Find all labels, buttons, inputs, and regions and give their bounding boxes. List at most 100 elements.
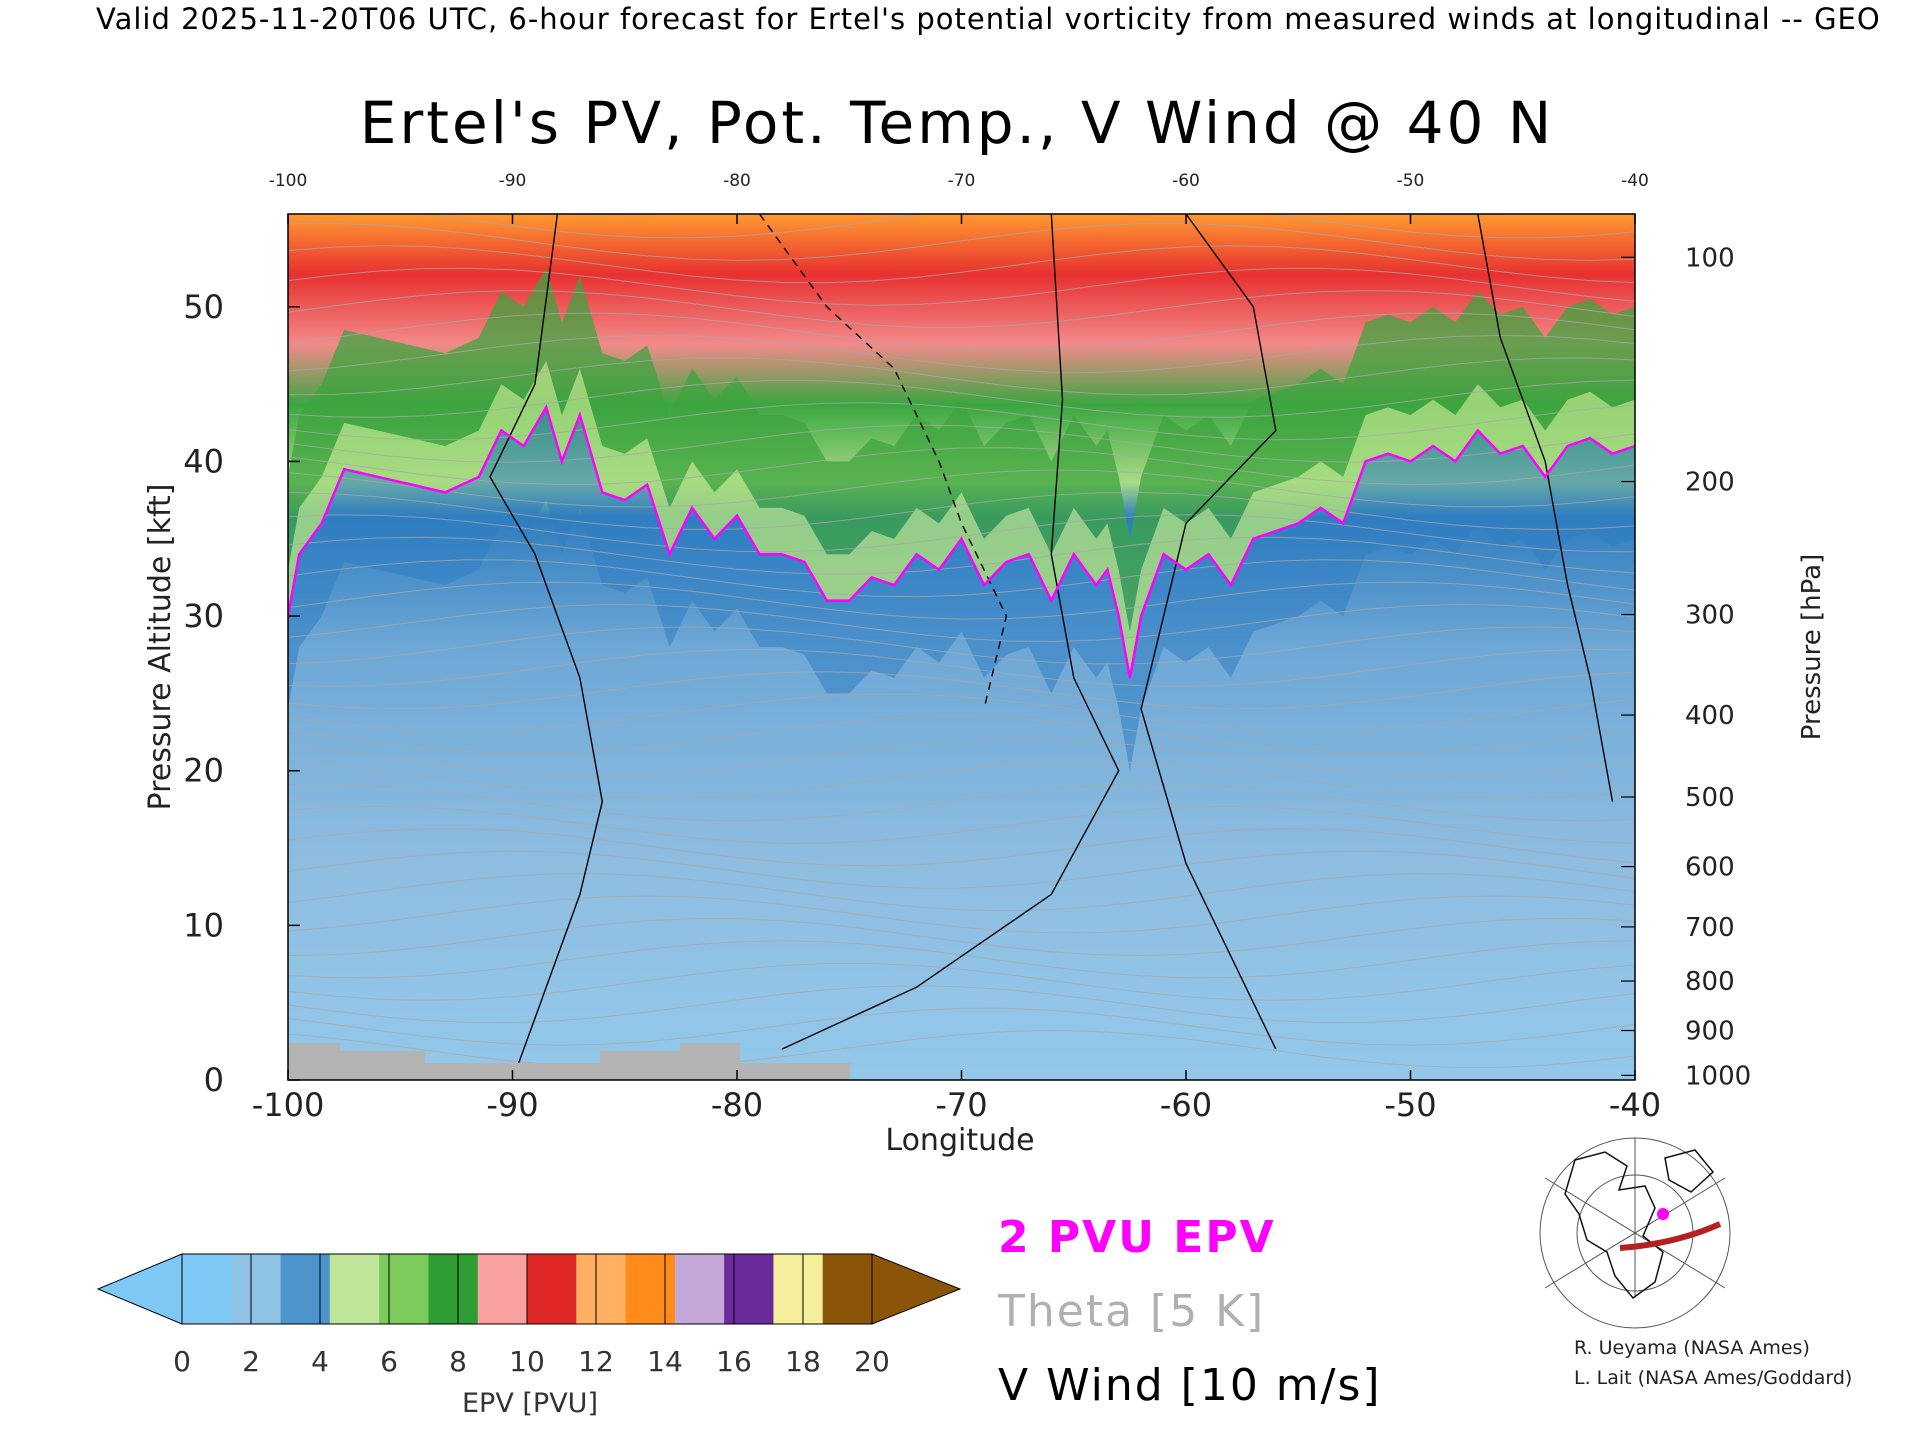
colorbar-swatch xyxy=(625,1254,676,1324)
theta-line xyxy=(288,469,1635,508)
x-top-tick-label: -50 xyxy=(1397,171,1425,191)
credit-line-1: R. Ueyama (NASA Ames) xyxy=(1574,1337,1810,1359)
pressure-tick-label: 900 xyxy=(1685,1017,1735,1047)
theta-line xyxy=(288,828,1635,867)
theta-line xyxy=(288,379,1635,418)
theta-line xyxy=(288,895,1635,934)
colorbar-tick-label: 4 xyxy=(311,1345,329,1378)
colorbar-tick-label: 0 xyxy=(173,1345,191,1378)
y-tick-label: 10 xyxy=(183,906,224,944)
theta-line xyxy=(288,267,1635,306)
colorbar-swatch xyxy=(477,1254,528,1324)
colorbar-tick-label: 14 xyxy=(647,1345,683,1378)
y-axis-right-label: Pressure [hPa] xyxy=(1797,554,1827,741)
lower-pv-bands xyxy=(288,268,1635,771)
y-tick-label: 40 xyxy=(183,442,224,480)
credits: R. Ueyama (NASA Ames) L. Lait (NASA Ames… xyxy=(1574,1337,1852,1389)
x-tick-label: -100 xyxy=(252,1086,325,1124)
pressure-tick-label: 700 xyxy=(1685,913,1735,943)
pressure-tick-label: 200 xyxy=(1685,468,1735,498)
x-axis-top: -100 -90 -80 -70 -60 -50 -40 xyxy=(269,171,1649,224)
theta-line xyxy=(288,536,1635,575)
x-tick-label: -50 xyxy=(1384,1086,1436,1124)
epv-colorbar: 0 2 4 6 8 10 12 14 16 18 20 xyxy=(96,1253,962,1378)
x-top-tick-label: -70 xyxy=(948,171,976,191)
colorbar-swatch xyxy=(527,1254,577,1324)
x-tick-label: -70 xyxy=(935,1086,987,1124)
colorbar-swatch xyxy=(280,1254,331,1324)
colorbar-label: EPV [PVU] xyxy=(462,1388,598,1419)
theta-line xyxy=(288,738,1635,777)
colorbar-tick-label: 16 xyxy=(716,1345,752,1378)
theta-line xyxy=(288,514,1635,553)
theta-line xyxy=(288,760,1635,800)
theta-line xyxy=(288,222,1635,261)
colorbar-swatch xyxy=(231,1254,282,1324)
theta-line xyxy=(288,559,1635,598)
theta-line xyxy=(288,850,1635,889)
colorbar-tick-label: 6 xyxy=(380,1345,398,1378)
colorbar-swatch xyxy=(576,1254,627,1324)
x-top-tick-label: -40 xyxy=(1621,171,1649,191)
v-wind-contours xyxy=(489,214,1614,1080)
y-tick-label: 30 xyxy=(183,597,224,635)
y-tick-label: 50 xyxy=(183,288,224,326)
credit-line-2: L. Lait (NASA Ames/Goddard) xyxy=(1574,1367,1852,1389)
pressure-tick-label: 600 xyxy=(1685,853,1735,883)
colorbar-tick-label: 8 xyxy=(449,1345,467,1378)
theta-line xyxy=(288,805,1635,844)
colorbar-tick-label: 2 xyxy=(242,1345,260,1378)
theta-line xyxy=(288,290,1635,329)
theta-line xyxy=(288,963,1635,1001)
colorbar-swatch xyxy=(674,1254,725,1324)
theta-line xyxy=(288,716,1635,755)
terrain-mask xyxy=(288,1043,850,1080)
wind-contour xyxy=(1477,214,1614,802)
pv-band xyxy=(288,360,1635,678)
colorbar-swatch xyxy=(773,1254,824,1324)
y-axis-left-label: Pressure Altitude [kft] xyxy=(143,484,178,811)
north-america-polar-map-icon xyxy=(1539,1137,1731,1329)
colorbar-swatch xyxy=(329,1254,380,1324)
colorbar-swatch xyxy=(428,1254,479,1324)
pressure-tick-label: 300 xyxy=(1685,601,1735,631)
theta-line xyxy=(288,1007,1635,1046)
x-tick-label: -90 xyxy=(486,1086,538,1124)
theta-line xyxy=(288,985,1635,1024)
theta-line xyxy=(288,671,1635,710)
x-top-tick-label: -90 xyxy=(499,171,527,191)
y-tick-label: 0 xyxy=(204,1061,224,1099)
pressure-tick-label: 100 xyxy=(1685,243,1735,273)
theta-line xyxy=(288,873,1635,912)
x-tick-label: -40 xyxy=(1609,1086,1661,1124)
theta-line xyxy=(288,245,1635,284)
y-axis-right: 100 200 300 400 500 600 700 800 900 1000 xyxy=(1621,243,1751,1091)
colorbar-tick-label: 10 xyxy=(509,1345,545,1378)
theta-line xyxy=(288,648,1635,687)
legend-vwind: V Wind [10 m/s] xyxy=(998,1360,1382,1411)
theta-line xyxy=(288,357,1635,396)
theta-line xyxy=(288,626,1635,665)
pressure-tick-label: 1000 xyxy=(1685,1061,1751,1091)
pressure-tick-label: 400 xyxy=(1685,701,1735,731)
x-axis-label: Longitude xyxy=(885,1123,1034,1158)
wind-contour xyxy=(489,214,604,1080)
x-top-tick-label: -80 xyxy=(723,171,751,191)
plot-area xyxy=(288,214,1635,1080)
x-top-tick-label: -100 xyxy=(269,171,308,191)
colorbar-underflow-arrow xyxy=(96,1253,183,1325)
y-axis-left: 0 10 20 30 40 50 xyxy=(183,288,300,1099)
legend-theta: Theta [5 K] xyxy=(997,1286,1265,1337)
chart-title: Ertel's PV, Pot. Temp., V Wind @ 40 N xyxy=(360,89,1554,157)
pv-band xyxy=(288,268,1635,632)
pressure-tick-label: 500 xyxy=(1685,783,1735,813)
colorbar-overflow-arrow xyxy=(871,1253,962,1325)
colorbar-swatch xyxy=(724,1254,774,1324)
wind-contour xyxy=(1140,214,1277,1050)
theta-line xyxy=(288,917,1635,957)
tropopause-2pvu-line xyxy=(288,404,1635,679)
theta-line xyxy=(288,783,1635,822)
colorbar-swatch xyxy=(822,1254,873,1324)
theta-line xyxy=(288,312,1635,351)
header-caption: Valid 2025-11-20T06 UTC, 6-hour forecast… xyxy=(96,2,1881,36)
